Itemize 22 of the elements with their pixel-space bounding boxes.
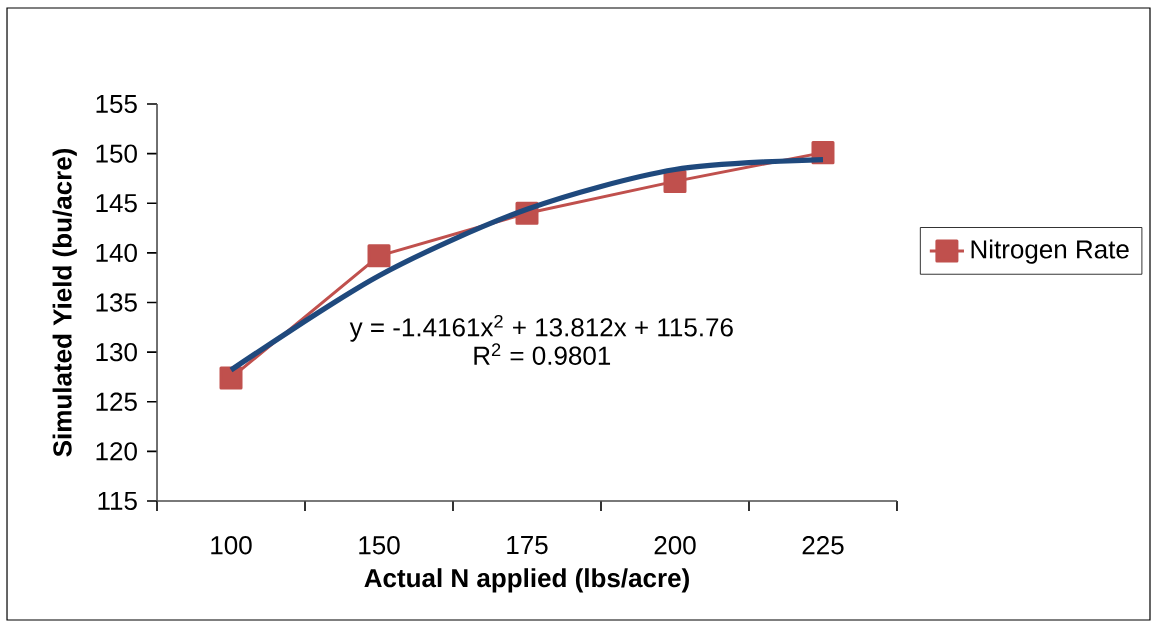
y-tick-label: 155 (96, 94, 137, 114)
y-tick-label: 140 (96, 243, 137, 263)
x-tick-label: 175 (507, 536, 548, 555)
y-tick-label: 125 (96, 392, 137, 411)
x-axis-title: Actual N applied (lbs/acre) (364, 568, 689, 593)
y-tick-label: 115 (98, 491, 137, 511)
y-tick-label: 135 (96, 293, 137, 312)
point (663, 169, 687, 193)
point (219, 366, 243, 390)
x-tick-label: 100 (211, 536, 252, 555)
y-axis-title: Simulated Yield (bu/acre) (52, 148, 77, 457)
annotation: R$^{2}$ = 0.9801 (474, 343, 611, 365)
y-tick-label: 120 (96, 442, 137, 461)
point (367, 244, 391, 268)
y-tick-label: 130 (96, 342, 137, 362)
y-tick-label: 145 (96, 194, 137, 213)
x-tick-label: 200 (654, 536, 696, 555)
annotation: y = -1.4161x$^{2}$ + 13.812x + 115.76 (349, 314, 733, 342)
legend-label: Nitrogen Rate (971, 239, 1129, 264)
x-tick-label: 150 (359, 536, 400, 555)
x-tick-label: 225 (802, 536, 844, 555)
y-tick-label: 150 (96, 144, 137, 163)
